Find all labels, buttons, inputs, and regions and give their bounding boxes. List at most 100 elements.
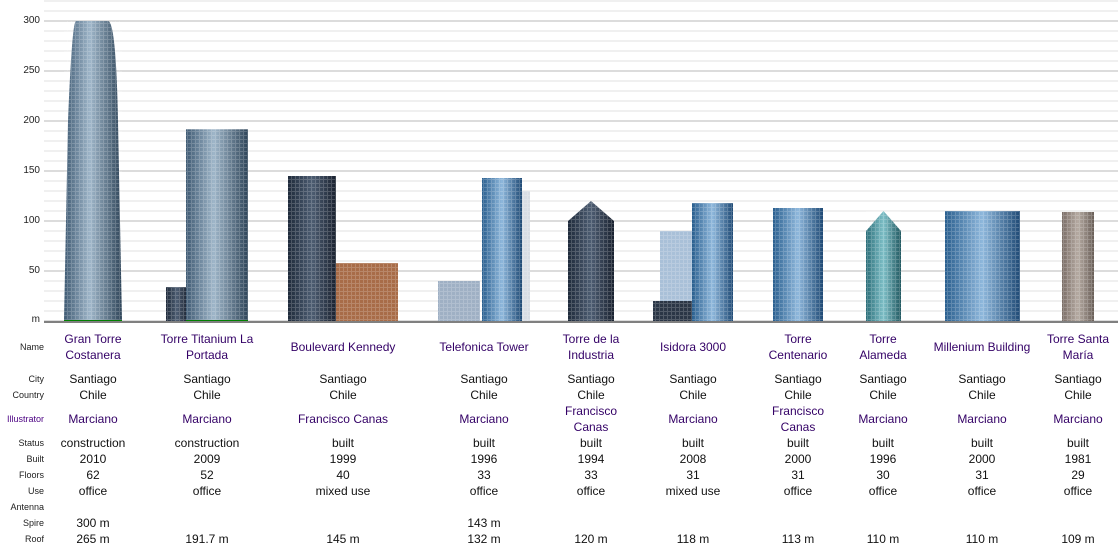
building-city: Santiago: [669, 372, 717, 386]
building-name-link[interactable]: Telefonica Tower: [439, 340, 529, 354]
building-name-link[interactable]: Boulevard Kennedy: [290, 340, 396, 354]
building-status: built: [579, 436, 602, 450]
building-illustrator[interactable]: Marciano: [1053, 412, 1103, 426]
skyline-diagram: [44, 0, 1118, 323]
building-country: Chile: [470, 388, 498, 402]
row-label-country: Country: [12, 390, 44, 400]
building-name-link[interactable]: Torre Centenario: [768, 332, 828, 362]
building-windows: [438, 281, 480, 321]
building-illustrator[interactable]: Francisco Canas: [771, 404, 824, 434]
building-illustrator[interactable]: Francisco Canas: [564, 404, 617, 434]
y-tick-label: 250: [23, 65, 40, 76]
building-use: office: [868, 484, 898, 498]
building-city: Santiago: [183, 372, 231, 386]
building-status: construction: [60, 436, 126, 450]
building-city: Santiago: [1054, 372, 1102, 386]
building-status: built: [1066, 436, 1089, 450]
y-tick-label: 150: [23, 165, 40, 176]
building-use: office: [469, 484, 499, 498]
building-use: office: [1063, 484, 1093, 498]
building-use: office: [967, 484, 997, 498]
building-windows: [520, 191, 530, 321]
building-roof: 145 m: [326, 532, 360, 546]
building-status: built: [681, 436, 704, 450]
building-built: 1994: [577, 452, 605, 466]
building-status: built: [331, 436, 354, 450]
building-windows: [866, 211, 901, 321]
building-windows: [773, 208, 823, 321]
row-label-name: Name: [19, 342, 44, 352]
building-name-link[interactable]: Torre Alameda: [859, 332, 907, 362]
building-illustrator[interactable]: Marciano: [68, 412, 118, 426]
building-floors: 62: [86, 468, 100, 482]
building-country: Chile: [577, 388, 605, 402]
y-tick-label: 50: [28, 265, 40, 276]
building-city: Santiago: [567, 372, 615, 386]
building-illustrator[interactable]: Marciano: [957, 412, 1007, 426]
building-country: Chile: [1064, 388, 1092, 402]
building-status: construction: [174, 436, 240, 450]
building-use: office: [78, 484, 108, 498]
building-roof: 265 m: [76, 532, 110, 546]
building-illustrator[interactable]: Marciano: [182, 412, 232, 426]
row-label-illustrator: Illustrator: [6, 414, 44, 424]
y-unit-label: m: [31, 314, 40, 325]
building-spire: 143 m: [467, 516, 501, 530]
building-floors: 29: [1071, 468, 1085, 482]
building-built: 2009: [193, 452, 221, 466]
building-roof: 113 m: [781, 532, 815, 546]
building-roof: 132 m: [467, 532, 501, 546]
row-label-floors: Floors: [18, 470, 44, 480]
building-floors: 31: [686, 468, 700, 482]
building-floors: 40: [336, 468, 350, 482]
building-country: Chile: [329, 388, 357, 402]
building-country: Chile: [193, 388, 221, 402]
row-label-status: Status: [18, 438, 44, 448]
building-name-link[interactable]: Torre Titanium La Portada: [160, 332, 254, 362]
row-label-antenna: Antenna: [10, 502, 44, 512]
y-tick-label: 200: [23, 115, 40, 126]
building-name-link[interactable]: Torre de la Industria: [562, 332, 620, 362]
row-label-roof: Roof: [24, 534, 44, 544]
building-windows: [482, 178, 522, 321]
building-name-link[interactable]: Gran Torre Costanera: [64, 332, 122, 362]
building-country: Chile: [79, 388, 107, 402]
building-status: built: [871, 436, 894, 450]
building-built: 2008: [679, 452, 707, 466]
building-use: mixed use: [665, 484, 721, 498]
building-roof: 109 m: [1061, 532, 1095, 546]
ground-line: [44, 321, 1118, 323]
building-use: office: [576, 484, 606, 498]
building-windows: [1062, 212, 1094, 321]
building-floors: 31: [791, 468, 805, 482]
building-built: 1999: [329, 452, 357, 466]
building-illustrator[interactable]: Francisco Canas: [297, 412, 389, 426]
building-name-link[interactable]: Torre Santa María: [1046, 332, 1110, 362]
building-illustrator[interactable]: Marciano: [858, 412, 908, 426]
building-country: Chile: [869, 388, 897, 402]
building-city: Santiago: [319, 372, 367, 386]
building-floors: 52: [200, 468, 214, 482]
building-windows: [166, 287, 188, 321]
building-windows: [64, 21, 122, 321]
building-name-link[interactable]: Isidora 3000: [659, 340, 727, 354]
y-tick-label: 300: [23, 15, 40, 26]
building-built: 1981: [1064, 452, 1092, 466]
building-built: 1996: [470, 452, 498, 466]
row-label-built: Built: [26, 454, 44, 464]
building-windows: [653, 301, 693, 321]
building-status: built: [970, 436, 993, 450]
building-illustrator[interactable]: Marciano: [459, 412, 509, 426]
building-city: Santiago: [859, 372, 907, 386]
building-windows: [945, 211, 1020, 321]
building-city: Santiago: [460, 372, 508, 386]
building-roof: 110 m: [866, 532, 900, 546]
building-illustrator[interactable]: Marciano: [668, 412, 718, 426]
building-status: built: [786, 436, 809, 450]
row-label-city: City: [28, 374, 45, 384]
building-floors: 30: [876, 468, 890, 482]
building-country: Chile: [968, 388, 996, 402]
building-name-link[interactable]: Millenium Building: [933, 340, 1031, 354]
building-floors: 33: [477, 468, 491, 482]
building-country: Chile: [784, 388, 812, 402]
